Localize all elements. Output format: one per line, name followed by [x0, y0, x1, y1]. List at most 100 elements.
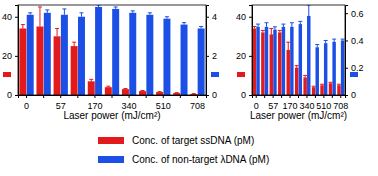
- error-cap: [320, 84, 324, 85]
- y2-axis: 024: [206, 6, 217, 101]
- bar: [78, 17, 85, 95]
- error-cap: [264, 22, 268, 23]
- tick-mark: [290, 95, 291, 98]
- tick-mark: [249, 17, 252, 18]
- x-tick: [146, 95, 147, 98]
- tick-label: 708: [190, 101, 205, 111]
- error-cap: [114, 6, 118, 7]
- x-tick: [332, 95, 333, 98]
- y2-tick: 0.6: [345, 9, 364, 19]
- error-bar: [62, 9, 66, 15]
- error-cap: [28, 12, 32, 13]
- panel: 05717034051070802040024Laser power (mJ/c…: [2, 5, 219, 121]
- error-cap: [62, 8, 66, 9]
- x-tick: [180, 95, 181, 98]
- axis-line: [346, 6, 349, 96]
- y-tick: 0: [241, 90, 252, 100]
- plot-area: [19, 5, 204, 95]
- error-cap: [295, 65, 299, 66]
- x-tick: [315, 95, 316, 98]
- error-bar: [89, 79, 93, 81]
- error-bar: [165, 17, 169, 19]
- tick-mark: [315, 95, 316, 98]
- x-tick: [264, 95, 265, 98]
- error-cap: [182, 22, 186, 23]
- tick-mark: [112, 95, 113, 98]
- x-tick: 708: [333, 95, 348, 111]
- bar: [105, 87, 112, 95]
- error-cap: [341, 39, 345, 40]
- error-bar: [182, 23, 186, 25]
- axis-line: [207, 6, 210, 96]
- y-axis: 02040: [2, 6, 19, 101]
- error-line: [64, 9, 65, 15]
- error-cap: [106, 86, 110, 87]
- tick-mark: [273, 95, 274, 98]
- x-tick: 170: [283, 95, 298, 111]
- error-cap: [79, 12, 83, 13]
- tick-mark: [249, 95, 252, 96]
- y-tick: 40: [2, 12, 18, 22]
- bar: [61, 15, 68, 95]
- x-tick: [43, 95, 44, 98]
- legend: Conc. of target ssDNA (pM)Conc. of non-t…: [98, 135, 269, 165]
- error-bar: [278, 30, 282, 32]
- bar: [303, 77, 306, 95]
- error-cap: [45, 9, 49, 10]
- bar: [341, 40, 344, 95]
- error-cap: [131, 10, 135, 11]
- tick-mark: [129, 95, 130, 98]
- y-axis: 0 20 40: [236, 6, 253, 101]
- x-tick: 510: [316, 95, 331, 111]
- error-bar: [269, 28, 273, 34]
- x-axis: 057170340510708: [19, 95, 207, 111]
- bar: [329, 83, 332, 95]
- error-bar: [295, 66, 299, 68]
- error-bar: [72, 42, 76, 46]
- plot-frame: [252, 5, 345, 95]
- tick-mark: [323, 95, 324, 98]
- legend-swatch: [98, 156, 124, 163]
- tick-mark: [206, 56, 209, 57]
- bar: [88, 81, 95, 95]
- error-cap: [256, 24, 260, 25]
- tick-label: 0: [351, 90, 356, 100]
- bar: [19, 28, 26, 95]
- error-bar: [273, 27, 277, 30]
- legend-label: Conc. of non-target λDNA (pM): [132, 154, 269, 165]
- tick-label: 40: [236, 12, 246, 22]
- bar: [71, 46, 78, 95]
- bar: [146, 15, 153, 95]
- tick-label: 0: [241, 90, 246, 100]
- tick-mark: [180, 95, 181, 98]
- y-tick: 0: [7, 90, 18, 100]
- bar: [295, 68, 298, 95]
- bar: [315, 47, 318, 95]
- error-bar: [199, 27, 203, 29]
- tick-label: 20: [236, 51, 246, 61]
- tick-mark: [206, 17, 209, 18]
- error-bar: [332, 39, 336, 42]
- x-tick: 708: [190, 95, 205, 111]
- tick-label: 2: [212, 51, 217, 61]
- error-bar: [38, 7, 42, 27]
- error-bar: [28, 13, 32, 15]
- error-bar: [281, 24, 285, 27]
- error-bar: [341, 39, 345, 40]
- bar: [307, 16, 310, 95]
- y2-tick: 0.4: [345, 36, 364, 46]
- error-line: [74, 42, 75, 46]
- bar: [122, 89, 129, 95]
- error-bar: [55, 28, 59, 36]
- error-line: [308, 5, 309, 16]
- tick-mark: [163, 95, 164, 98]
- error-line: [266, 23, 267, 27]
- error-bar: [123, 88, 127, 90]
- error-bar: [106, 86, 110, 88]
- error-cap: [158, 91, 162, 92]
- bar: [27, 15, 34, 95]
- bar: [320, 85, 323, 95]
- error-bar: [148, 13, 152, 15]
- error-cap: [312, 86, 316, 87]
- y-tick: 20: [236, 51, 252, 61]
